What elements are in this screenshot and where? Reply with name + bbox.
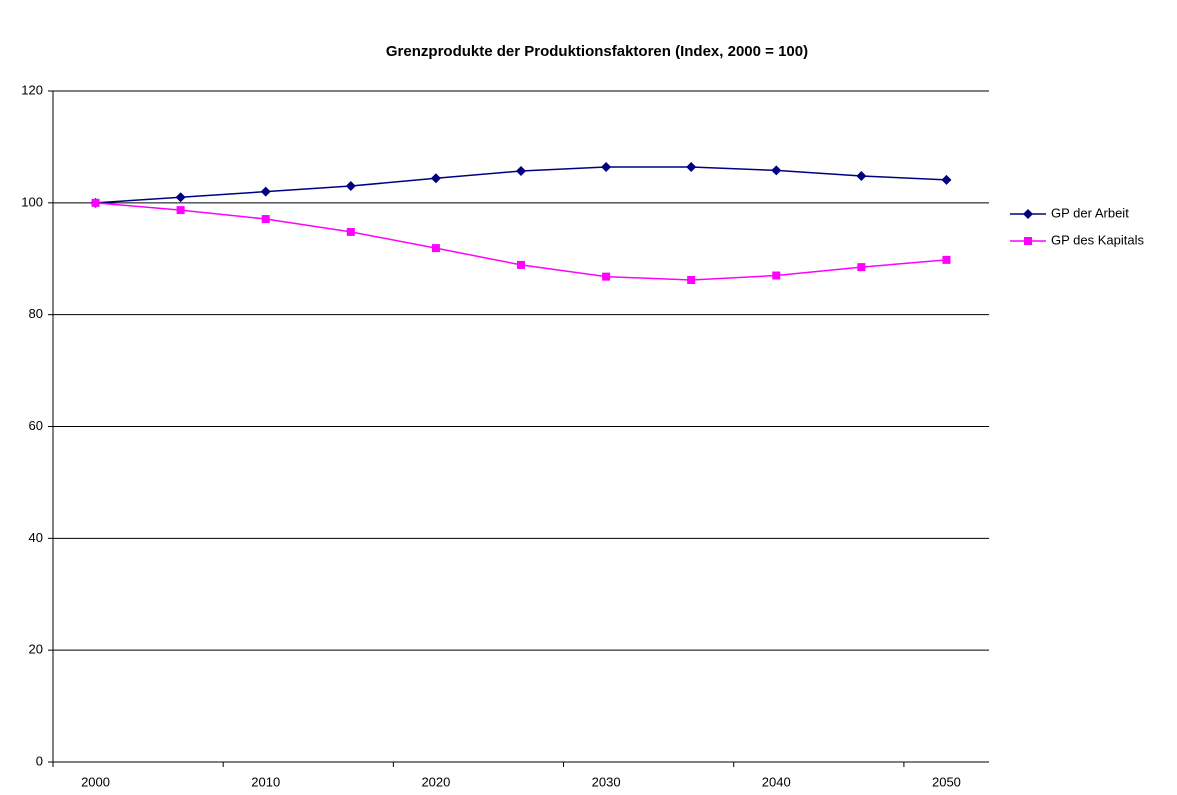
point — [772, 271, 781, 280]
x-tick-label: 2020 — [421, 774, 450, 789]
point — [601, 162, 612, 173]
point — [516, 165, 526, 176]
point — [856, 170, 867, 181]
legend-marker — [1024, 237, 1032, 245]
y-tick-label: 120 — [21, 82, 43, 97]
point — [771, 165, 782, 176]
y-tick-label: 100 — [21, 194, 43, 209]
y-tick-label: 0 — [36, 753, 43, 768]
point — [517, 260, 525, 269]
y-tick-label: 60 — [29, 418, 43, 433]
chart-title: Grenzprodukte der Produktionsfaktoren (I… — [386, 43, 808, 60]
point — [431, 244, 440, 253]
y-tick-label: 80 — [29, 306, 43, 321]
point — [430, 173, 441, 184]
x-tick-label: 2040 — [762, 774, 791, 789]
point — [261, 215, 270, 224]
y-tick-label: 20 — [29, 642, 43, 657]
y-tick-label: 40 — [29, 530, 43, 545]
x-tick-label: 2000 — [81, 774, 110, 789]
point — [857, 263, 866, 272]
point — [345, 181, 356, 192]
point — [687, 275, 696, 284]
point — [260, 186, 271, 197]
point — [942, 255, 951, 264]
legend-label: GP der Arbeit — [1051, 205, 1129, 220]
point — [686, 162, 697, 173]
point — [176, 206, 185, 215]
legend-marker — [1023, 209, 1033, 219]
legend-label: GP des Kapitals — [1051, 232, 1144, 247]
x-tick-label: 2030 — [592, 774, 621, 789]
point — [941, 174, 952, 185]
x-tick-label: 2010 — [251, 774, 280, 789]
x-tick-label: 2050 — [932, 774, 961, 789]
point — [346, 227, 355, 236]
point — [91, 198, 100, 207]
point — [175, 192, 186, 203]
point — [602, 272, 611, 281]
